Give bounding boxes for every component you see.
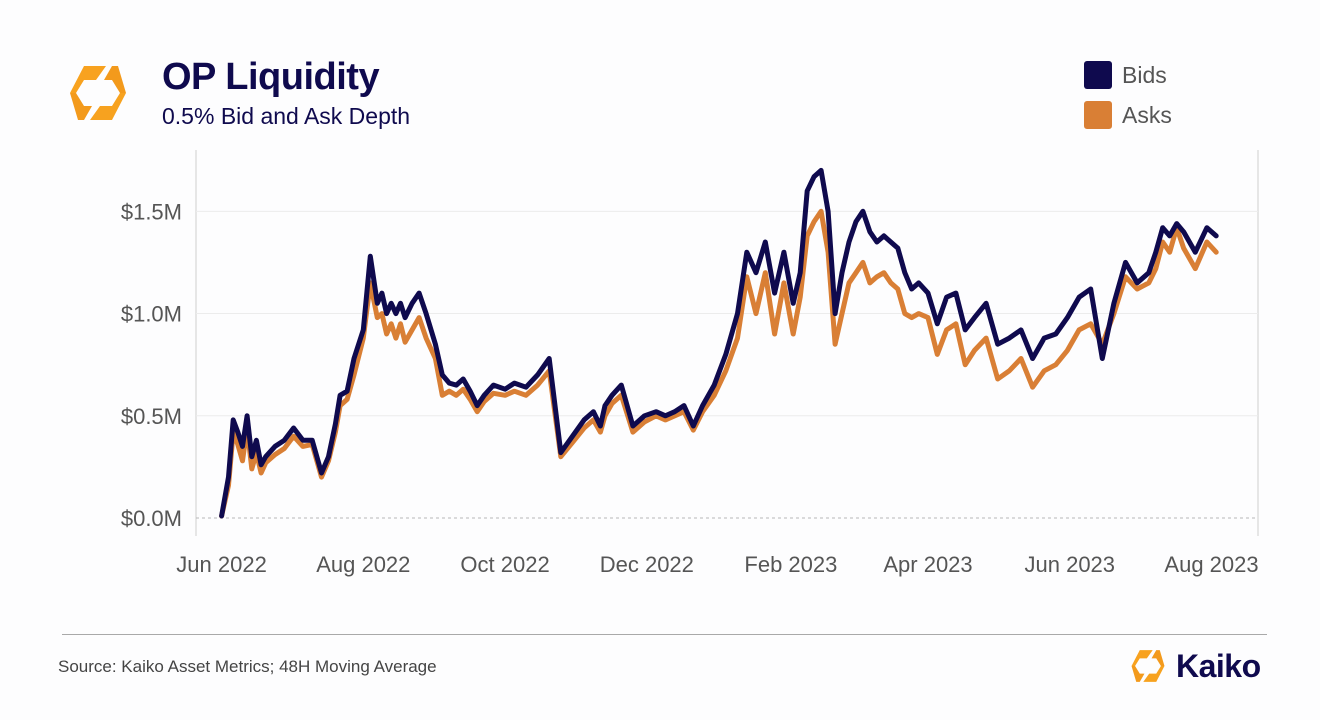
- kaiko-logo: [70, 66, 126, 120]
- x-tick-label: Oct 2022: [460, 552, 549, 577]
- chart-title: OP Liquidity: [162, 56, 380, 98]
- legend-swatch-bids: [1084, 61, 1112, 89]
- chart-subtitle: 0.5% Bid and Ask Depth: [162, 103, 411, 129]
- line-chart: $0.0M $0.5M $1.0M $1.5M Jun 2022 Aug 2022 Oct …: [121, 150, 1259, 577]
- kaiko-brand: Kaiko: [1128, 646, 1261, 686]
- kaiko-brand-icon: [1131, 650, 1165, 682]
- brand-name: Kaiko: [1176, 647, 1261, 684]
- y-tick-label: $0.0M: [121, 506, 182, 531]
- y-tick-label: $1.0M: [121, 302, 182, 327]
- x-tick-label: Aug 2022: [316, 552, 410, 577]
- legend-label-bids: Bids: [1122, 61, 1167, 88]
- legend-swatch-asks: [1084, 101, 1112, 129]
- series-line-bids: [219, 167, 1219, 519]
- x-tick-label: Jun 2023: [1025, 552, 1116, 577]
- legend-label-asks: Asks: [1122, 101, 1172, 128]
- y-tick-label: $0.5M: [121, 404, 182, 429]
- legend-item-asks: Asks: [1084, 101, 1172, 129]
- x-tick-label: Feb 2023: [744, 552, 837, 577]
- x-tick-label: Aug 2023: [1164, 552, 1258, 577]
- x-tick-label: Apr 2023: [883, 552, 972, 577]
- x-tick-label: Dec 2022: [600, 552, 694, 577]
- series-line-asks: [219, 208, 1219, 519]
- source-note: Source: Kaiko Asset Metrics; 48H Moving …: [58, 657, 437, 676]
- legend-item-bids: Bids: [1084, 61, 1167, 89]
- footer-divider: [62, 634, 1267, 635]
- y-tick-label: $1.5M: [121, 199, 182, 224]
- x-tick-label: Jun 2022: [176, 552, 267, 577]
